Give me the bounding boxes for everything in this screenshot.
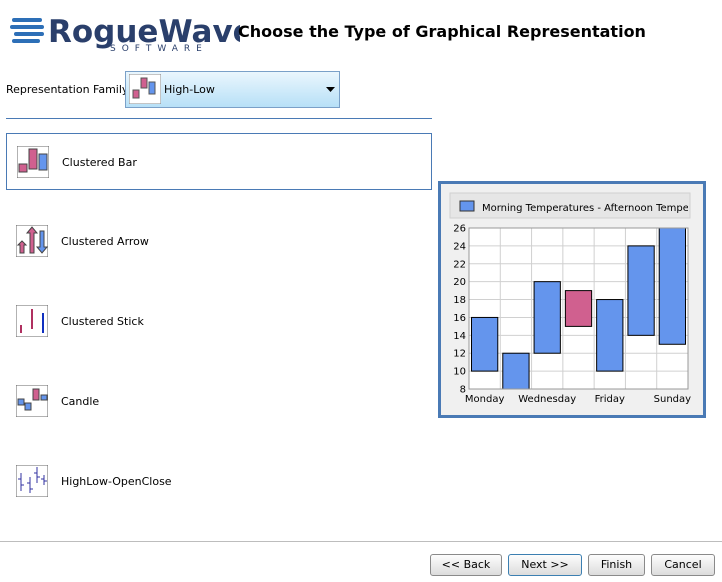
bar xyxy=(564,290,593,327)
y-tick-label: 12 xyxy=(453,349,466,360)
type-item[interactable]: Clustered Bar xyxy=(6,133,432,190)
item-icon xyxy=(16,305,48,337)
type-item[interactable]: Candle xyxy=(6,373,432,430)
plot-border xyxy=(468,227,689,390)
legend xyxy=(449,192,691,219)
type-item[interactable]: HighLow-OpenClose xyxy=(6,453,432,510)
item-label: Clustered Stick xyxy=(61,315,144,328)
bar xyxy=(471,316,499,372)
y-tick-label: 18 xyxy=(453,295,466,306)
brand: RogueWave xyxy=(48,14,240,50)
x-tick-label: Sunday xyxy=(654,394,691,405)
y-tick-label: 16 xyxy=(453,313,466,324)
bar xyxy=(658,227,686,345)
logo: RogueWave SOFTWARE xyxy=(10,14,240,54)
family-label: Representation Family: xyxy=(6,83,132,96)
back-button[interactable]: << Back xyxy=(430,554,502,576)
item-label: HighLow-OpenClose xyxy=(61,475,172,488)
type-item[interactable]: Clustered Arrow xyxy=(6,213,432,270)
x-tick-label: Wednesday xyxy=(518,394,576,405)
family-dropdown[interactable]: High-Low xyxy=(125,71,340,108)
cancel-button[interactable]: Cancel xyxy=(651,554,715,576)
item-label: Clustered Bar xyxy=(62,156,137,169)
logo-mark xyxy=(10,18,44,43)
y-tick-label: 8 xyxy=(460,385,466,396)
legend-label: Morning Temperatures - Afternoon Tempera xyxy=(482,203,699,214)
legend-swatch xyxy=(459,200,475,212)
type-item[interactable]: Clustered Stick xyxy=(6,293,432,350)
item-label: Clustered Arrow xyxy=(61,235,149,248)
footer-separator xyxy=(0,541,722,542)
y-tick-label: 10 xyxy=(453,367,466,378)
y-tick-label: 22 xyxy=(453,259,466,270)
y-tick-label: 24 xyxy=(453,241,466,252)
y-tick-label: 14 xyxy=(453,331,466,342)
bar xyxy=(596,299,624,372)
next-button[interactable]: Next >> xyxy=(508,554,582,576)
bar xyxy=(627,245,655,336)
page-title: Choose the Type of Graphical Representat… xyxy=(238,22,646,41)
family-icon xyxy=(129,74,161,104)
dropdown-arrow xyxy=(326,87,335,92)
item-icon xyxy=(16,385,48,417)
item-icon xyxy=(16,225,48,257)
finish-button[interactable]: Finish xyxy=(588,554,645,576)
x-tick-label: Monday xyxy=(465,394,505,405)
bar xyxy=(533,281,561,354)
family-value: High-Low xyxy=(164,83,215,96)
y-tick-label: 26 xyxy=(453,224,466,235)
item-label: Candle xyxy=(61,395,100,408)
separator xyxy=(6,118,432,119)
preview-chart: Morning Temperatures - Afternoon Tempera… xyxy=(438,181,706,418)
bar xyxy=(502,352,530,390)
item-icon xyxy=(17,146,49,178)
item-icon xyxy=(16,465,48,497)
brand-sub: SOFTWARE xyxy=(110,44,208,54)
x-tick-label: Friday xyxy=(595,394,625,405)
y-tick-label: 20 xyxy=(453,277,466,288)
